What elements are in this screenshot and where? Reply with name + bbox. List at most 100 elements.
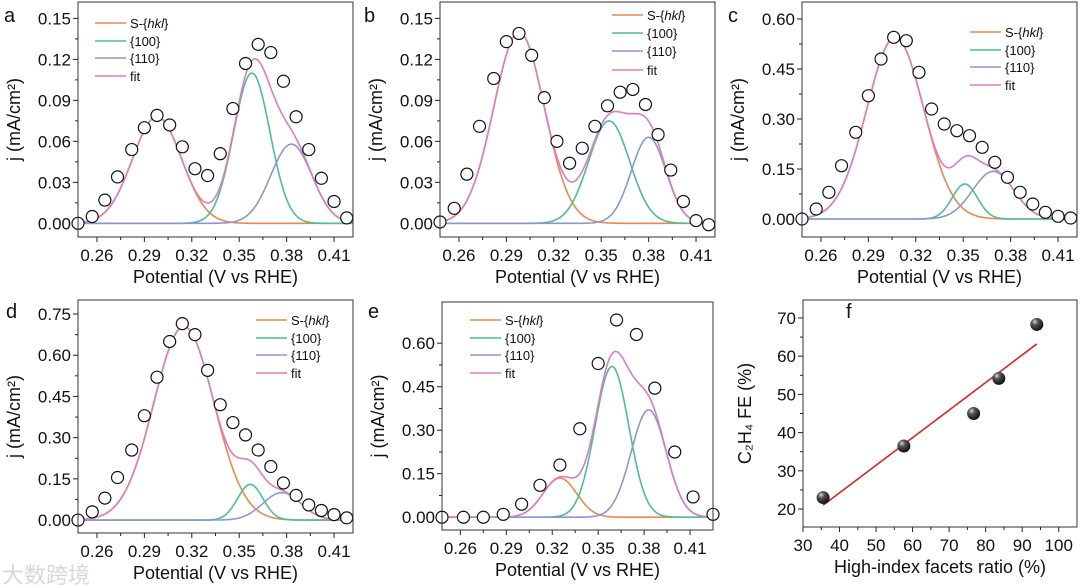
y-tick-label: 0.60 [38, 346, 71, 365]
panel-letter: e [368, 301, 379, 323]
data-point [251, 443, 265, 457]
data-point [150, 370, 164, 384]
data-point [651, 127, 665, 142]
data-point [1000, 170, 1015, 184]
x-tick-label: 0.26 [444, 539, 477, 558]
legend-label: {110} [505, 348, 535, 363]
data-point [85, 209, 99, 224]
plot-frame [77, 299, 354, 534]
y-axis-label: C₂H₄ FE (%) [735, 363, 755, 464]
legend-label: S-{hkl} [505, 313, 544, 328]
data-point [1038, 205, 1052, 219]
data-point [175, 317, 189, 331]
data-point [1013, 185, 1027, 199]
x-tick-label: 50 [867, 536, 886, 555]
x-tick-label: 0.35 [223, 542, 256, 561]
y-axis-label: j (mA/cm²) [366, 78, 386, 162]
data-point [125, 142, 139, 157]
legend-label: fit [130, 69, 141, 84]
legend-label: {100} [1005, 43, 1036, 58]
data-point [314, 171, 328, 185]
legend-label: {100} [130, 34, 161, 49]
x-tick-label: 0.32 [536, 539, 569, 558]
data-point [613, 85, 627, 99]
data-point [937, 117, 951, 131]
y-tick-label: 70 [777, 309, 796, 328]
x-axis-label: Potential (V vs RHE) [495, 267, 660, 287]
x-tick-label: 0.41 [317, 542, 350, 561]
panel-f: 30 40 50 60 70 80 90 100 20 30 40 50 60 70 High-index … [735, 299, 1078, 577]
data-point [226, 101, 240, 116]
component-curve-s-hkl [78, 115, 353, 225]
data-point [327, 194, 341, 209]
y-tick-label: 0.09 [38, 91, 71, 110]
x-tick-label: 0.35 [585, 246, 618, 265]
data-point [340, 211, 354, 225]
panel-a: 0.26 0.29 0.32 0.35 0.38 0.41 0.00 0.03 0.06 0.09… [4, 1, 354, 287]
y-tick-label: 0.30 [402, 421, 435, 440]
data-point [668, 445, 682, 459]
x-tick-label: 0.26 [80, 542, 113, 561]
data-point [525, 48, 539, 62]
y-tick-label: 60 [777, 347, 796, 366]
x-axis-label: Potential (V vs RHE) [857, 267, 1022, 287]
data-point [1026, 197, 1040, 211]
data-point [992, 371, 1006, 385]
legend-label: {110} [130, 51, 160, 66]
x-tick-label: 0.32 [899, 246, 932, 265]
plot-frame [441, 301, 714, 531]
data-point [137, 409, 151, 423]
x-tick-label: 0.41 [679, 246, 712, 265]
x-tick-label: 60 [903, 536, 922, 555]
fit-curve [440, 31, 715, 225]
x-tick-label: 0.38 [270, 542, 303, 561]
x-tick-label: 30 [794, 536, 813, 555]
x-tick-label: 0.29 [490, 539, 523, 558]
data-point [686, 490, 700, 504]
data-point [648, 381, 662, 395]
data-point [213, 398, 227, 412]
legend-label: fit [1005, 78, 1016, 93]
data-point [456, 510, 471, 524]
x-tick-label: 0.26 [804, 246, 837, 265]
y-tick-label: 0.00 [400, 214, 433, 233]
y-tick-label: 0.03 [38, 173, 71, 192]
data-point [163, 334, 177, 349]
plot-area [78, 58, 353, 225]
legend-label: {110} [291, 348, 321, 363]
legend-label: {100} [291, 331, 322, 346]
data-point [664, 163, 678, 177]
data-point [238, 428, 253, 442]
data-point [238, 56, 253, 71]
data-point [264, 45, 278, 60]
y-tick-label: 0.45 [402, 378, 435, 397]
y-tick-label: 0.15 [762, 160, 795, 179]
panel-letter: d [6, 301, 17, 323]
data-point [213, 147, 227, 161]
panel-letter: f [846, 301, 852, 323]
data-point [861, 89, 875, 103]
plot-frame [77, 1, 354, 238]
data-point [125, 443, 139, 457]
data-point [629, 327, 644, 342]
data-point [887, 30, 901, 44]
y-tick-label: 50 [777, 385, 796, 404]
x-tick-label: 0.35 [947, 246, 980, 265]
data-point [809, 202, 823, 216]
y-tick-label: 0.06 [400, 132, 433, 151]
data-point [476, 510, 490, 524]
data-point [98, 193, 112, 207]
x-tick-label: 0.38 [632, 246, 665, 265]
x-axis-label: High-index facets ratio (%) [834, 557, 1046, 577]
data-point [85, 505, 99, 519]
data-point [200, 363, 215, 377]
data-point [1051, 209, 1065, 223]
data-point [912, 65, 926, 79]
x-tick-label: 0.41 [317, 246, 350, 265]
data-point [988, 155, 1002, 169]
panel-c: 0.26 0.29 0.32 0.35 0.38 0.41 0.00 0.15 0.30 0.45… [728, 1, 1078, 287]
x-tick-label: 0.29 [852, 246, 885, 265]
x-tick-label: 0.26 [442, 246, 475, 265]
y-tick-label: 0.12 [400, 50, 433, 69]
data-point [200, 168, 215, 183]
